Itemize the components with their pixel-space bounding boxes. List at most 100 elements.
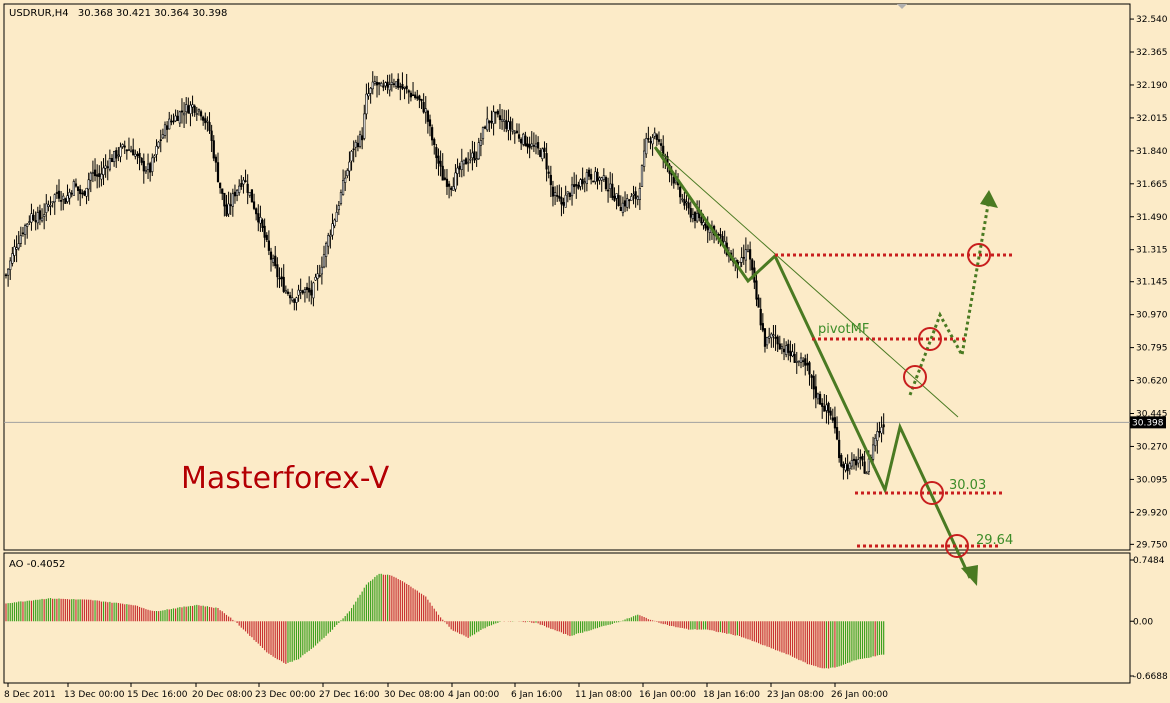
candle-body xyxy=(770,333,773,338)
candle-body xyxy=(791,351,794,357)
candle-body xyxy=(308,287,311,293)
price-tick-label: 30.795 xyxy=(1136,344,1168,354)
candle-body xyxy=(871,444,875,460)
candle-body xyxy=(193,105,196,113)
time-tick-label: 30 Dec 08:00 xyxy=(384,690,445,700)
candle-body xyxy=(47,204,50,207)
candle-body xyxy=(636,196,639,200)
candle-body xyxy=(280,276,283,280)
candle-body xyxy=(526,143,529,148)
trendline[interactable] xyxy=(654,146,959,418)
candle-body xyxy=(363,113,366,139)
price-tick-label: 29.750 xyxy=(1136,540,1168,550)
candle-body xyxy=(564,194,567,208)
candle-body xyxy=(267,240,270,251)
candle-body xyxy=(242,179,245,185)
candle-body xyxy=(108,158,111,170)
candle-body xyxy=(151,157,154,172)
price-tick-label: 32.190 xyxy=(1136,81,1168,91)
candle-body xyxy=(827,403,830,413)
candle-body xyxy=(233,191,237,197)
wave-projection-up xyxy=(908,204,990,396)
candle-body xyxy=(388,84,391,91)
candle-body xyxy=(28,221,31,223)
candle-body xyxy=(785,345,788,355)
candle-body xyxy=(129,150,133,153)
candle-body xyxy=(447,183,451,187)
candle-body xyxy=(117,154,120,157)
price-tick-label: 31.490 xyxy=(1136,213,1168,223)
candle-body xyxy=(600,177,603,181)
candle-body xyxy=(494,111,497,114)
candle-body xyxy=(818,393,822,405)
candle-body xyxy=(543,147,546,152)
ohlc-values: 30.368 30.421 30.364 30.398 xyxy=(78,8,228,19)
indicator-pane[interactable] xyxy=(3,552,1131,684)
candle-body xyxy=(863,461,866,474)
current-price-value: 30.398 xyxy=(1132,418,1164,428)
candle-body xyxy=(840,454,843,467)
candle-body xyxy=(577,184,580,189)
candle-body xyxy=(683,199,686,206)
candle-body xyxy=(85,187,88,197)
circle-marker-resistance xyxy=(967,243,991,267)
candle-body xyxy=(259,217,262,224)
candle-body xyxy=(517,134,521,139)
candle-body xyxy=(687,202,690,209)
candle-body xyxy=(579,179,582,187)
candle-body xyxy=(857,459,860,464)
candle-body xyxy=(411,94,415,97)
candle-body xyxy=(57,190,61,199)
candle-body xyxy=(365,93,368,115)
candle-body xyxy=(456,167,459,174)
candle-body xyxy=(590,174,593,180)
price-tick-label: 32.015 xyxy=(1136,114,1168,124)
candle-body xyxy=(303,289,307,293)
candle-body xyxy=(640,165,644,187)
ao-tick-label: 0.00 xyxy=(1133,617,1153,627)
candle-body xyxy=(534,143,538,148)
candle-body xyxy=(87,179,90,190)
candle-body xyxy=(350,150,353,162)
candle-body xyxy=(23,225,27,235)
candle-body xyxy=(583,181,586,183)
candle-body xyxy=(689,208,692,218)
candle-body xyxy=(378,82,381,85)
candle-body xyxy=(630,196,633,201)
candle-body xyxy=(795,361,798,363)
candle-body xyxy=(643,150,646,167)
candle-body xyxy=(390,81,393,85)
candle-body xyxy=(15,247,18,250)
chart-shift-marker[interactable] xyxy=(897,4,907,9)
candle-body xyxy=(742,256,745,259)
candle-body xyxy=(657,139,661,142)
time-tick-label: 27 Dec 16:00 xyxy=(319,690,380,700)
candle-body xyxy=(838,439,841,459)
candle-body xyxy=(829,410,832,416)
candle-body xyxy=(477,142,480,160)
candle-body xyxy=(549,174,552,186)
candle-body xyxy=(861,455,864,461)
candle-body xyxy=(66,195,69,202)
candle-body xyxy=(45,203,48,213)
candle-body xyxy=(210,130,213,141)
candle-body xyxy=(804,358,807,366)
candle-body xyxy=(420,98,423,102)
arrow-down-head xyxy=(961,565,978,586)
candle-body xyxy=(132,149,135,156)
candle-body xyxy=(123,145,126,148)
candle-body xyxy=(806,362,809,366)
candle-body xyxy=(149,163,152,173)
price-pane[interactable] xyxy=(3,3,1131,551)
candle-body xyxy=(744,249,747,261)
candle-body xyxy=(844,463,847,471)
symbol-name: USDRUR,H4 xyxy=(9,8,69,19)
candle-body xyxy=(346,170,349,177)
candle-body xyxy=(361,135,364,141)
candle-body xyxy=(265,234,268,241)
candle-body xyxy=(445,178,449,187)
time-tick-label: 13 Dec 00:00 xyxy=(64,690,125,700)
candle-body xyxy=(185,104,188,113)
candle-body xyxy=(51,201,54,204)
candle-body xyxy=(113,151,116,162)
